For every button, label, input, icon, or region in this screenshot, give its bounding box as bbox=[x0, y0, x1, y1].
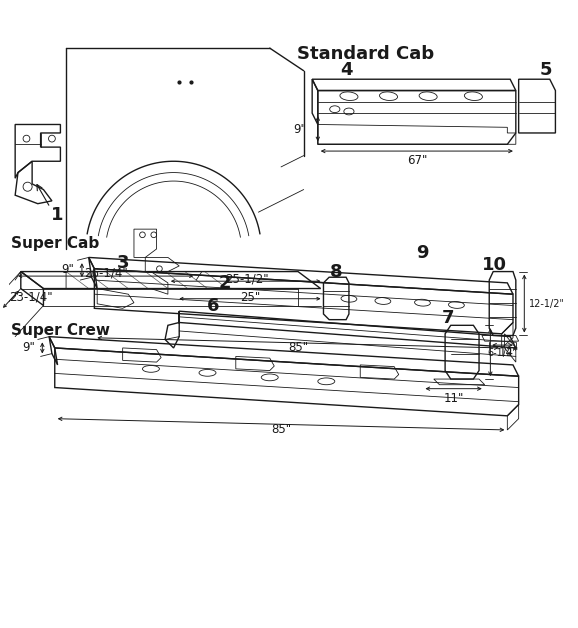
Text: 3: 3 bbox=[116, 254, 129, 272]
Text: 14": 14" bbox=[499, 346, 519, 359]
Text: 10: 10 bbox=[483, 256, 507, 274]
Text: 9": 9" bbox=[22, 342, 35, 354]
Text: 85": 85" bbox=[271, 423, 291, 436]
Text: 9": 9" bbox=[62, 263, 75, 276]
Text: 67": 67" bbox=[407, 154, 427, 167]
Text: 26-1/4": 26-1/4" bbox=[84, 266, 128, 279]
Text: 8: 8 bbox=[330, 263, 343, 281]
Text: 2: 2 bbox=[218, 274, 231, 292]
Text: 5: 5 bbox=[539, 61, 552, 78]
Text: Super Cab: Super Cab bbox=[10, 236, 99, 251]
Text: 85": 85" bbox=[288, 340, 308, 354]
Text: 25-1/2": 25-1/2" bbox=[225, 273, 269, 285]
Text: Standard Cab: Standard Cab bbox=[297, 45, 435, 63]
Text: 6: 6 bbox=[207, 296, 220, 315]
Text: 11": 11" bbox=[443, 392, 464, 405]
Text: 7: 7 bbox=[442, 309, 454, 327]
Text: 1: 1 bbox=[51, 206, 64, 224]
Text: 4: 4 bbox=[340, 61, 353, 78]
Text: 25": 25" bbox=[240, 291, 260, 303]
Text: 9: 9 bbox=[416, 244, 429, 263]
Text: 12-1/2": 12-1/2" bbox=[529, 299, 565, 309]
Text: 9": 9" bbox=[294, 122, 306, 136]
Text: 23-1/4": 23-1/4" bbox=[9, 291, 53, 303]
Text: Super Crew: Super Crew bbox=[10, 323, 110, 338]
Text: 6-1/2": 6-1/2" bbox=[487, 348, 517, 358]
